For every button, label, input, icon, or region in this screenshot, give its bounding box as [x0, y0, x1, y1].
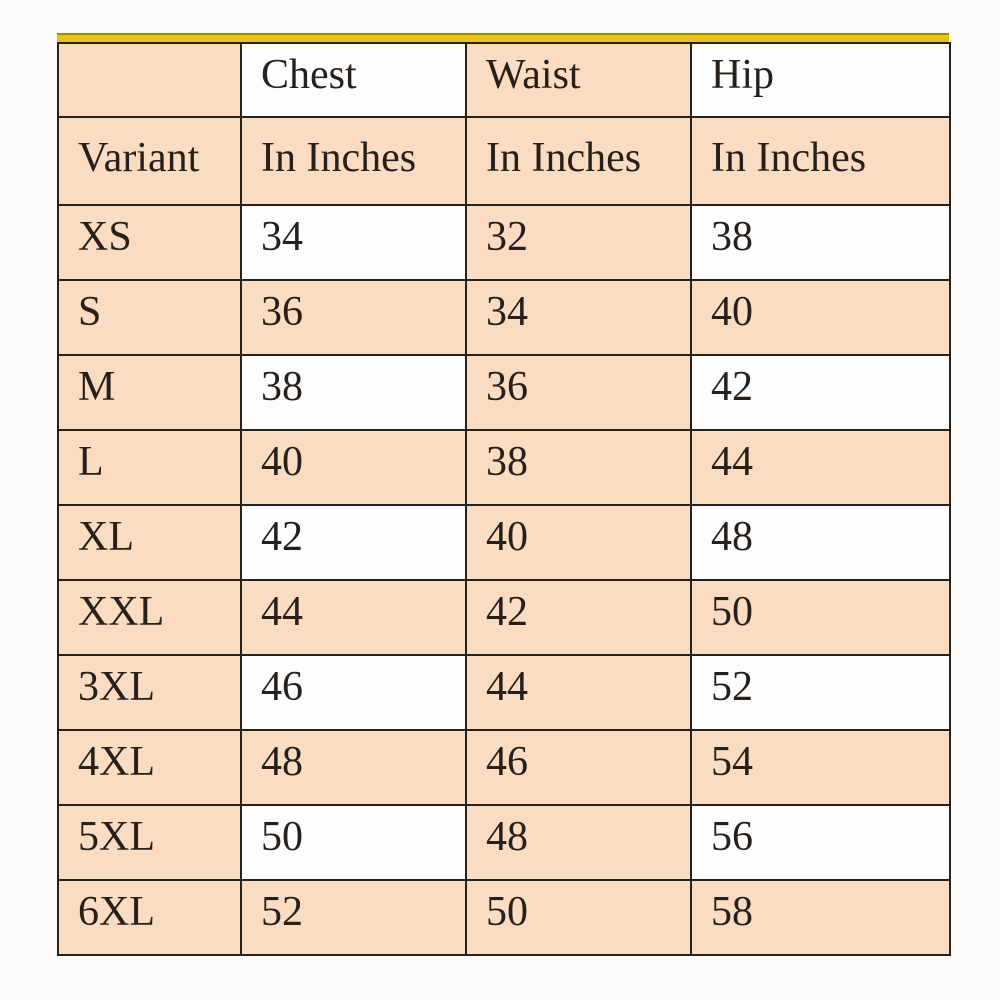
hip-value-cell: 40 [690, 279, 951, 356]
header-cell-blank [57, 42, 242, 118]
waist-value-cell: 44 [465, 654, 692, 731]
chest-value-cell: 40 [240, 429, 467, 506]
waist-value-cell: 32 [465, 204, 692, 281]
hip-value-cell: 50 [690, 579, 951, 656]
header-row: Chest Waist Hip [57, 42, 951, 118]
hip-value-cell: 54 [690, 729, 951, 806]
chest-value-cell: 38 [240, 354, 467, 431]
header-cell-waist: Waist [465, 42, 692, 118]
waist-value-cell: 50 [465, 879, 692, 956]
table-row-m: M 38 36 42 [57, 354, 951, 431]
variant-cell: L [57, 429, 242, 506]
chest-value-cell: 48 [240, 729, 467, 806]
table-row-xxl: XXL 44 42 50 [57, 579, 951, 656]
waist-value-cell: 36 [465, 354, 692, 431]
variant-cell: XS [57, 204, 242, 281]
variant-cell: S [57, 279, 242, 356]
variant-cell: 4XL [57, 729, 242, 806]
waist-value-cell: 42 [465, 579, 692, 656]
subheader-cell-waist-units: In Inches [465, 116, 692, 206]
subheader-row: Variant In Inches In Inches In Inches [57, 116, 951, 206]
header-cell-chest: Chest [240, 42, 467, 118]
subheader-cell-hip-units: In Inches [690, 116, 951, 206]
subheader-cell-variant: Variant [57, 116, 242, 206]
hip-value-cell: 58 [690, 879, 951, 956]
table-row-6xl: 6XL 52 50 58 [57, 879, 951, 956]
chest-value-cell: 46 [240, 654, 467, 731]
waist-value-cell: 34 [465, 279, 692, 356]
waist-value-cell: 46 [465, 729, 692, 806]
table-row-4xl: 4XL 48 46 54 [57, 729, 951, 806]
size-chart: Chest Waist Hip Variant In Inches In Inc… [57, 33, 951, 956]
hip-value-cell: 52 [690, 654, 951, 731]
hip-value-cell: 44 [690, 429, 951, 506]
accent-bar [57, 33, 949, 42]
waist-value-cell: 40 [465, 504, 692, 581]
chest-value-cell: 36 [240, 279, 467, 356]
subheader-cell-chest-units: In Inches [240, 116, 467, 206]
table-row-3xl: 3XL 46 44 52 [57, 654, 951, 731]
chest-value-cell: 50 [240, 804, 467, 881]
table-row-5xl: 5XL 50 48 56 [57, 804, 951, 881]
variant-cell: 3XL [57, 654, 242, 731]
table-row-s: S 36 34 40 [57, 279, 951, 356]
variant-cell: 5XL [57, 804, 242, 881]
size-chart-table: Chest Waist Hip Variant In Inches In Inc… [57, 42, 951, 956]
header-cell-hip: Hip [690, 42, 951, 118]
chest-value-cell: 34 [240, 204, 467, 281]
table-row-xl: XL 42 40 48 [57, 504, 951, 581]
hip-value-cell: 42 [690, 354, 951, 431]
hip-value-cell: 56 [690, 804, 951, 881]
waist-value-cell: 38 [465, 429, 692, 506]
table-row-l: L 40 38 44 [57, 429, 951, 506]
waist-value-cell: 48 [465, 804, 692, 881]
variant-cell: XL [57, 504, 242, 581]
chest-value-cell: 42 [240, 504, 467, 581]
hip-value-cell: 48 [690, 504, 951, 581]
variant-cell: M [57, 354, 242, 431]
chest-value-cell: 44 [240, 579, 467, 656]
chest-value-cell: 52 [240, 879, 467, 956]
variant-cell: 6XL [57, 879, 242, 956]
variant-cell: XXL [57, 579, 242, 656]
hip-value-cell: 38 [690, 204, 951, 281]
table-row-xs: XS 34 32 38 [57, 204, 951, 281]
